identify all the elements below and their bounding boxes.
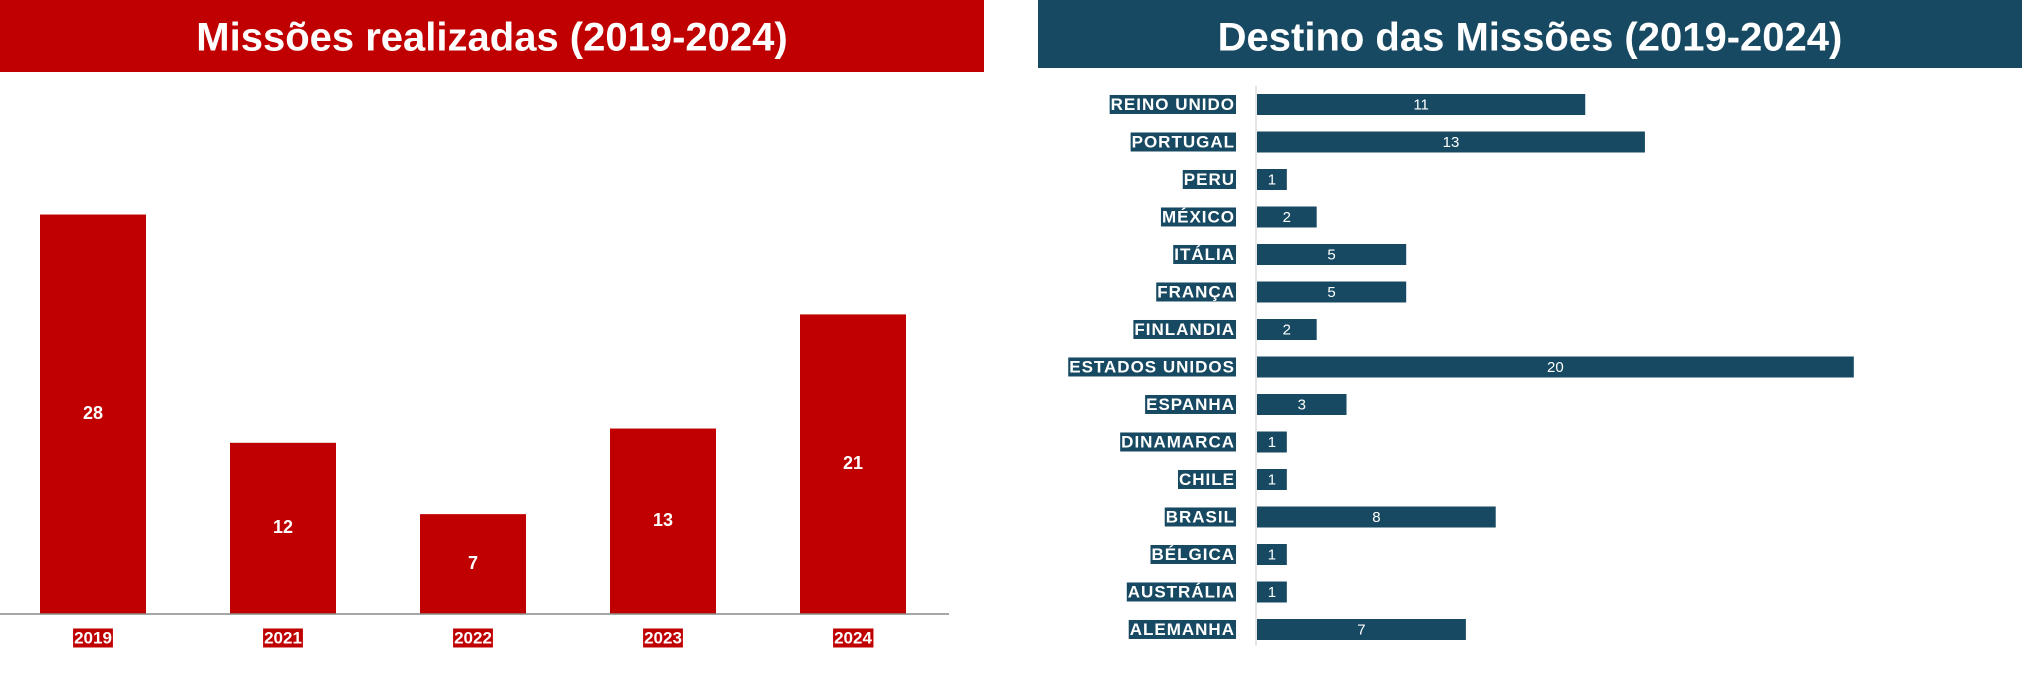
bar [1257,244,1407,265]
value-label: 13 [653,510,673,530]
value-label: 28 [83,403,103,423]
x-tick-label: 2022 [454,628,492,647]
label-background [1150,544,1236,564]
bar [420,514,526,614]
title-banner [1038,0,2022,68]
chart-title: Missões realizadas (2019-2024) [196,16,787,60]
y-tick-label: FRANÇA [1157,282,1235,301]
label-background [1068,357,1236,377]
label-background [453,628,493,648]
label-background [263,628,303,648]
label-background [643,628,683,648]
x-tick-label: 2024 [834,628,872,647]
value-label: 8 [1372,509,1380,526]
bar [1257,169,1287,190]
y-tick-label: REINO UNIDO [1111,95,1235,114]
value-label: 1 [1268,584,1276,601]
y-tick-label: PORTUGAL [1132,132,1235,151]
value-label: 12 [273,517,293,537]
value-label: 1 [1268,434,1276,451]
x-tick-label: 2019 [74,628,112,647]
value-label: 3 [1298,396,1306,413]
value-label: 5 [1327,246,1335,263]
label-background [1164,507,1236,527]
y-tick-label: CHILE [1179,470,1235,489]
y-tick-label: DINAMARCA [1121,432,1235,451]
bar [1257,469,1287,490]
label-background [1120,432,1236,452]
bar [1257,431,1287,453]
bar [1257,356,1854,378]
label-background [1133,319,1236,339]
bar [1257,319,1317,340]
label-background [73,628,113,648]
label-background [833,628,874,648]
label-background [1109,94,1236,114]
label-background [1126,582,1236,602]
y-tick-label: BÉLGICA [1152,545,1236,564]
label-background [1178,469,1236,489]
label-background [1160,207,1236,227]
bar [1257,206,1317,228]
label-background [1128,619,1236,639]
bar [1257,619,1466,640]
y-tick-label: PERU [1184,170,1235,189]
chart-title: Destino das Missões (2019-2024) [1218,16,1843,60]
x-tick-label: 2021 [264,628,302,647]
label-background [1156,282,1236,302]
value-label: 21 [843,453,863,473]
bar [1257,131,1645,153]
y-tick-label: MÉXICO [1162,207,1235,226]
value-label: 5 [1327,284,1335,301]
bar [1257,506,1496,528]
bar [1257,94,1586,115]
bar [230,442,336,614]
value-label: 7 [468,553,478,573]
bar [40,214,146,615]
value-label: 11 [1413,96,1429,113]
y-tick-label: ESPANHA [1146,395,1235,414]
value-label: 13 [1443,134,1460,151]
title-banner [0,0,984,72]
value-label: 20 [1547,359,1564,376]
y-tick-label: ALEMANHA [1130,620,1235,639]
value-label: 2 [1283,209,1291,226]
bar [1257,544,1287,565]
value-label: 1 [1268,471,1276,488]
y-tick-label: BRASIL [1166,507,1235,526]
y-tick-label: ITÁLIA [1174,245,1235,264]
label-background [1182,169,1236,189]
label-background [1145,394,1236,414]
value-label: 7 [1357,621,1365,638]
y-tick-label: ESTADOS UNIDOS [1069,357,1235,376]
bar [1257,281,1407,303]
bar [1257,394,1347,415]
bar [610,428,716,614]
label-background [1130,132,1236,152]
bar [1257,581,1287,603]
value-label: 2 [1283,321,1291,338]
bar [800,314,906,614]
y-tick-label: AUSTRÁLIA [1128,582,1235,601]
x-tick-label: 2023 [644,628,682,647]
value-label: 1 [1268,171,1276,188]
label-background [1173,244,1236,264]
y-tick-label: FINLANDIA [1134,320,1235,339]
value-label: 1 [1268,546,1276,563]
